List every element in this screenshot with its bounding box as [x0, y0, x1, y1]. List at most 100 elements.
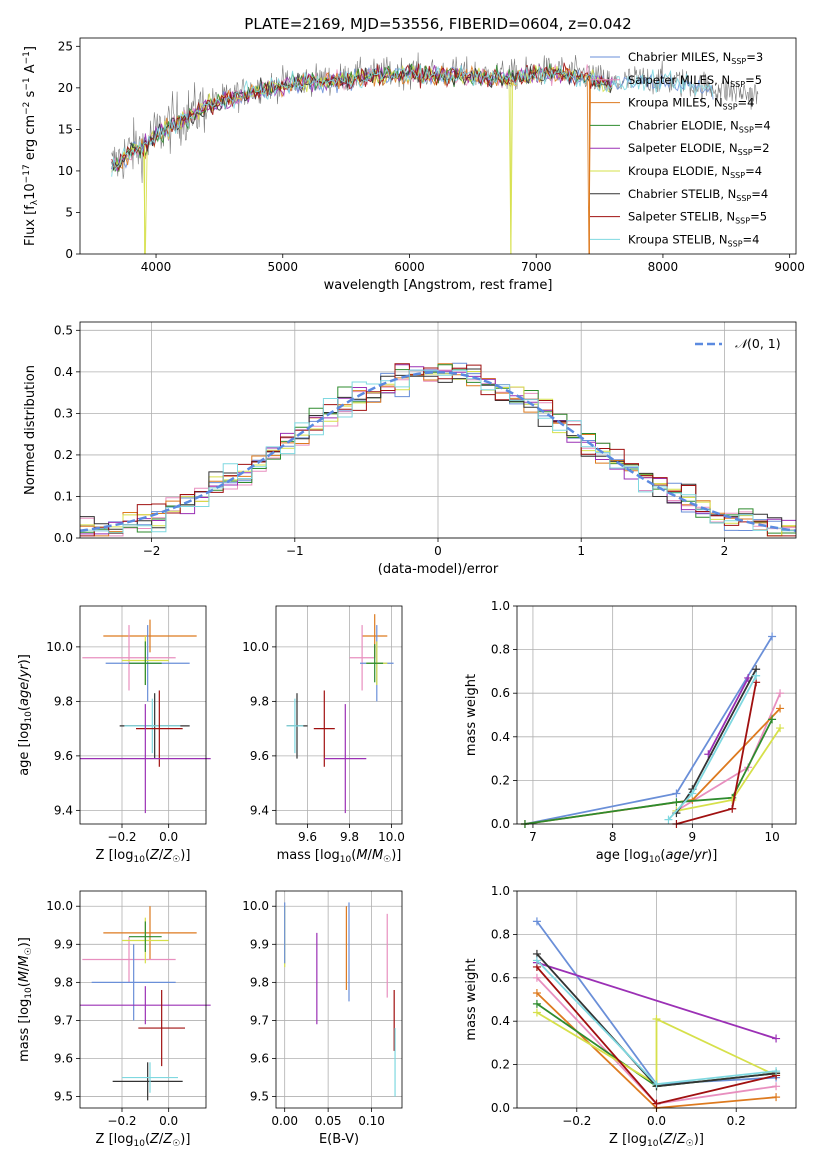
- data-point-marker: [728, 796, 737, 805]
- y-tick-label: 10.0: [46, 640, 73, 654]
- x-tick-label: 0.0: [159, 1114, 178, 1128]
- data-point-marker: [664, 815, 673, 824]
- mass-weight-line: [524, 707, 781, 825]
- plot-area: [111, 52, 759, 255]
- x-tick-label: −0.2: [107, 830, 136, 844]
- y-tick-label: 9.8: [250, 975, 269, 989]
- legend-entry: Kroupa STELIB, NSSP=4: [628, 232, 759, 248]
- plot-area: [520, 632, 785, 828]
- x-tick-label: −2: [143, 544, 161, 558]
- x-tick-label: −0.2: [107, 1114, 136, 1128]
- plot-area: [79, 362, 797, 537]
- data-point-marker: [776, 704, 785, 713]
- y-axis-label: Flux [fλ10−17 erg cm−2 s−1 A−1]: [22, 46, 40, 246]
- x-tick-label: −0.2: [562, 1114, 591, 1128]
- data-point-marker: [768, 632, 777, 641]
- x-tick-label: 4000: [141, 260, 172, 274]
- legend-entry: Chabrier ELODIE, NSSP=4: [628, 118, 771, 134]
- y-tick-label: 0.8: [491, 927, 510, 941]
- y-tick-label: 9.6: [54, 749, 73, 763]
- data-point-marker: [728, 804, 737, 813]
- y-axis-label: age [log10(age/yr)]: [17, 654, 34, 776]
- data-point-marker: [772, 1034, 781, 1043]
- chart-panel: 9.6 9.8 10.0 9.4 9.6 9.8 10.0 mass [log10(M/M☉)…: [242, 605, 405, 865]
- data-point-marker: [652, 1080, 661, 1089]
- axes-frame: [79, 321, 797, 539]
- plot-area: [80, 619, 211, 814]
- data-point-marker: [532, 1008, 541, 1017]
- x-tick-label: 0.00: [271, 1114, 298, 1128]
- panels: 4000 5000 6000 7000 8000 90000510152025Chabri…: [17, 37, 805, 1149]
- y-tick-label: 9.8: [250, 694, 269, 708]
- axes-frame: [79, 37, 797, 255]
- data-point-marker: [672, 789, 681, 798]
- x-axis-label: Z [log10(Z/Z☉)]: [96, 848, 191, 865]
- chart-panel: 0.00 0.05 0.10 9.5 9.6 9.7 9.8 9.9 10.0 E(B-V): [242, 890, 403, 1147]
- y-tick-label: 0.2: [491, 773, 510, 787]
- mass-weight-line: [524, 718, 773, 825]
- axes-frame: [79, 605, 207, 825]
- y-tick-label: 0.0: [491, 817, 510, 831]
- y-tick-label: 9.4: [54, 803, 73, 817]
- x-tick-label: 7000: [521, 260, 552, 274]
- data-point-marker: [652, 1099, 661, 1108]
- y-tick-label: 1.0: [491, 884, 510, 898]
- x-axis-label: Z [log10(Z/Z☉)]: [96, 1132, 191, 1149]
- y-tick-label: 9.8: [54, 694, 73, 708]
- data-point-marker: [776, 724, 785, 733]
- data-point-marker: [532, 973, 541, 982]
- plot-area: [532, 917, 781, 1112]
- model-spectrum-kroupa-elodie: [111, 64, 613, 255]
- data-point-marker: [772, 1067, 781, 1076]
- y-tick-label: 1.0: [491, 599, 510, 613]
- y-tick-label: 0.8: [491, 643, 510, 657]
- axes-frame: [79, 890, 207, 1109]
- data-point-marker: [532, 999, 541, 1008]
- x-tick-label: 9.6: [298, 830, 317, 844]
- data-point-marker: [772, 1082, 781, 1091]
- x-tick-label: 8: [609, 830, 617, 844]
- x-axis-label: mass [log10(M/M☉)]: [277, 848, 402, 865]
- y-tick-label: 0.0: [491, 1101, 510, 1115]
- x-tick-label: 0.10: [358, 1114, 385, 1128]
- normal-curve: [79, 371, 797, 532]
- y-axis-label: mass weight: [464, 958, 479, 1040]
- data-point-marker: [752, 671, 761, 680]
- y-tick-label: 0.2: [54, 448, 73, 462]
- y-tick-label: 9.6: [250, 749, 269, 763]
- x-axis-label: wavelength [Angstrom, rest frame]: [324, 278, 553, 293]
- y-tick-label: 9.7: [54, 1013, 73, 1027]
- legend-entry: Chabrier MILES, NSSP=3: [628, 50, 763, 66]
- data-point-marker: [532, 917, 541, 926]
- mass-weight-line: [536, 961, 777, 1040]
- axes-frame: [275, 605, 403, 825]
- x-tick-label: 6000: [394, 260, 425, 274]
- x-axis-label: Z [log10(Z/Z☉)]: [609, 1132, 704, 1149]
- chart-panel: −2 −1 0 1 2 0.0 0.1 0.2 0.3 0.4 0.5 𝒩(0, 1) (data-mo…: [23, 321, 797, 577]
- data-point-marker: [768, 715, 777, 724]
- model-spectrum-kroupa-miles: [111, 65, 613, 255]
- axes-frame: [516, 605, 797, 825]
- y-tick-label: 25: [58, 39, 73, 53]
- y-tick-label: 0.6: [491, 686, 510, 700]
- legend-entry: Salpeter STELIB, NSSP=5: [628, 210, 767, 226]
- x-tick-label: 0: [434, 544, 442, 558]
- data-point-marker: [652, 1015, 661, 1024]
- model-spectrum-chabrier-stelib: [111, 62, 613, 171]
- data-point-marker: [532, 956, 541, 965]
- x-axis-label: (data-model)/error: [378, 562, 499, 577]
- chart-panel: −0.2 0.0 9.5 9.6 9.7 9.8 9.9 10.0 Z [log10(Z/Z☉)…: [17, 890, 211, 1149]
- chart-title: PLATE=2169, MJD=53556, FIBERID=0604, z=0…: [244, 15, 631, 33]
- x-tick-label: 9: [689, 830, 697, 844]
- plot-area: [284, 902, 396, 1097]
- chart-panel: −0.2 0.0 0.2 0.0 0.2 0.4 0.6 0.8 1.0 Z [log10(Z/Z…: [464, 884, 797, 1149]
- y-tick-label: 0.1: [54, 489, 73, 503]
- y-tick-label: 9.6: [250, 1052, 269, 1066]
- y-tick-label: 10: [58, 164, 73, 178]
- y-tick-label: 0.2: [491, 1058, 510, 1072]
- x-tick-label: 7: [529, 830, 537, 844]
- y-tick-label: 9.5: [54, 1090, 73, 1104]
- data-point-marker: [672, 798, 681, 807]
- x-tick-label: 9.8: [340, 830, 359, 844]
